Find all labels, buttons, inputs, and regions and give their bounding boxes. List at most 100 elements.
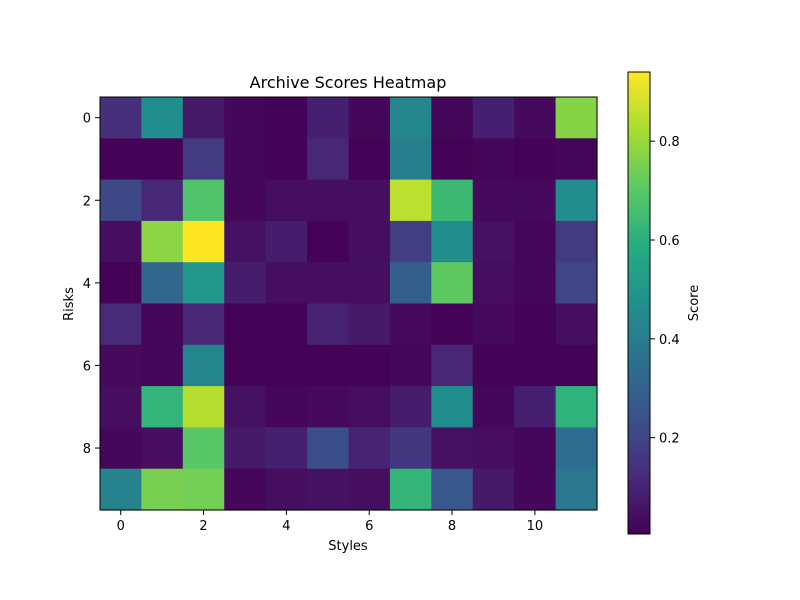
chart-title: Archive Scores Heatmap (250, 73, 447, 92)
heatmap-cell (348, 344, 391, 387)
heatmap-cell (307, 303, 350, 346)
heatmap-cell (555, 344, 598, 387)
heatmap-cell (348, 179, 391, 222)
x-tick-label: 10 (527, 519, 544, 534)
heatmap-cell (555, 303, 598, 346)
heatmap-cell (141, 97, 184, 139)
colorbar-ticks: 0.2 0.4 0.6 0.8 (650, 135, 680, 447)
heatmap-cell (224, 97, 267, 139)
heatmap-cell (182, 179, 225, 222)
heatmap-cell (431, 179, 474, 222)
heatmap-cell (224, 179, 267, 222)
colorbar (627, 71, 651, 535)
heatmap-cell (555, 97, 598, 139)
heatmap-cell (348, 262, 391, 305)
heatmap-cell (431, 344, 474, 387)
heatmap-cell (348, 303, 391, 346)
colorbar-tick-label: 0.6 (659, 234, 680, 249)
heatmap-cell (100, 468, 143, 511)
heatmap-cell (348, 386, 391, 428)
heatmap-cell (100, 262, 143, 305)
heatmap-cell (389, 303, 432, 346)
heatmap-cell (389, 97, 432, 139)
heatmap-cell (389, 427, 432, 470)
heatmap-cell (472, 303, 515, 346)
heatmap-cell (348, 468, 391, 511)
y-tick-label: 2 (83, 194, 91, 209)
heatmap-cell (472, 427, 515, 470)
heatmap-cell (141, 386, 184, 428)
heatmap-cell (348, 138, 391, 181)
heatmap-cell (224, 468, 267, 511)
x-axis-label: Styles (328, 539, 368, 554)
heatmap-cell (141, 138, 184, 181)
heatmap-cell (555, 386, 598, 428)
heatmap-cell (389, 179, 432, 222)
y-tick-label: 4 (83, 277, 91, 292)
heatmap-cell (307, 97, 350, 139)
heatmap-cell (389, 468, 432, 511)
heatmap-cell (555, 220, 598, 263)
heatmap-cell (224, 344, 267, 387)
heatmap-cell (472, 220, 515, 263)
heatmap-cell (265, 179, 308, 222)
heatmap-cell (431, 97, 474, 139)
heatmap-cell (514, 220, 557, 263)
x-tick-label: 8 (448, 519, 456, 534)
colorbar-tick-label: 0.2 (659, 432, 680, 447)
heatmap-cell (307, 138, 350, 181)
heatmap-cell (431, 138, 474, 181)
heatmap-cell (389, 386, 432, 428)
heatmap-cell (307, 468, 350, 511)
heatmap-cell (307, 427, 350, 470)
x-tick-label: 4 (282, 519, 290, 534)
y-axis-ticks: 0 2 4 6 8 (83, 112, 100, 457)
heatmap-cell (100, 220, 143, 263)
heatmap-cell (182, 386, 225, 428)
heatmap-cell (265, 220, 308, 263)
heatmap-cell (389, 220, 432, 263)
heatmap-cell (182, 468, 225, 511)
heatmap-cell (514, 179, 557, 222)
heatmap-cell (514, 97, 557, 139)
heatmap-cell (224, 262, 267, 305)
heatmap-cell (514, 386, 557, 428)
heatmap-cell (472, 97, 515, 139)
heatmap-cell (472, 468, 515, 511)
heatmap-cell (555, 427, 598, 470)
heatmap-cell (348, 427, 391, 470)
heatmap-cell (514, 468, 557, 511)
heatmap-cell (265, 468, 308, 511)
heatmap-cell (182, 97, 225, 139)
x-tick-label: 2 (199, 519, 207, 534)
heatmap-cell (389, 138, 432, 181)
heatmap-cell (182, 262, 225, 305)
heatmap-cell (514, 427, 557, 470)
heatmap-cell (141, 179, 184, 222)
heatmap-cell (307, 386, 350, 428)
heatmap-cell (100, 97, 143, 139)
x-axis-ticks: 0 2 4 6 8 10 (117, 510, 544, 534)
heatmap-cell (555, 179, 598, 222)
heatmap-cell (555, 468, 598, 511)
heatmap-cell (224, 138, 267, 181)
heatmap-cell (182, 220, 225, 263)
y-tick-label: 6 (83, 359, 91, 374)
heatmap-cell (555, 138, 598, 181)
y-tick-label: 8 (83, 442, 91, 457)
heatmap-cell (472, 138, 515, 181)
heatmap-cell (431, 386, 474, 428)
heatmap-cell (348, 97, 391, 139)
heatmap-cell (141, 468, 184, 511)
heatmap-cell (265, 262, 308, 305)
heatmap-cell (389, 344, 432, 387)
heatmap-cell (224, 427, 267, 470)
heatmap-cell (307, 344, 350, 387)
heatmap-cell (514, 138, 557, 181)
heatmap-cell (100, 303, 143, 346)
heatmap-cell (182, 303, 225, 346)
y-axis-label: Risks (62, 287, 77, 321)
heatmap-cell (141, 220, 184, 263)
heatmap-cell (100, 427, 143, 470)
heatmap-cell (141, 262, 184, 305)
